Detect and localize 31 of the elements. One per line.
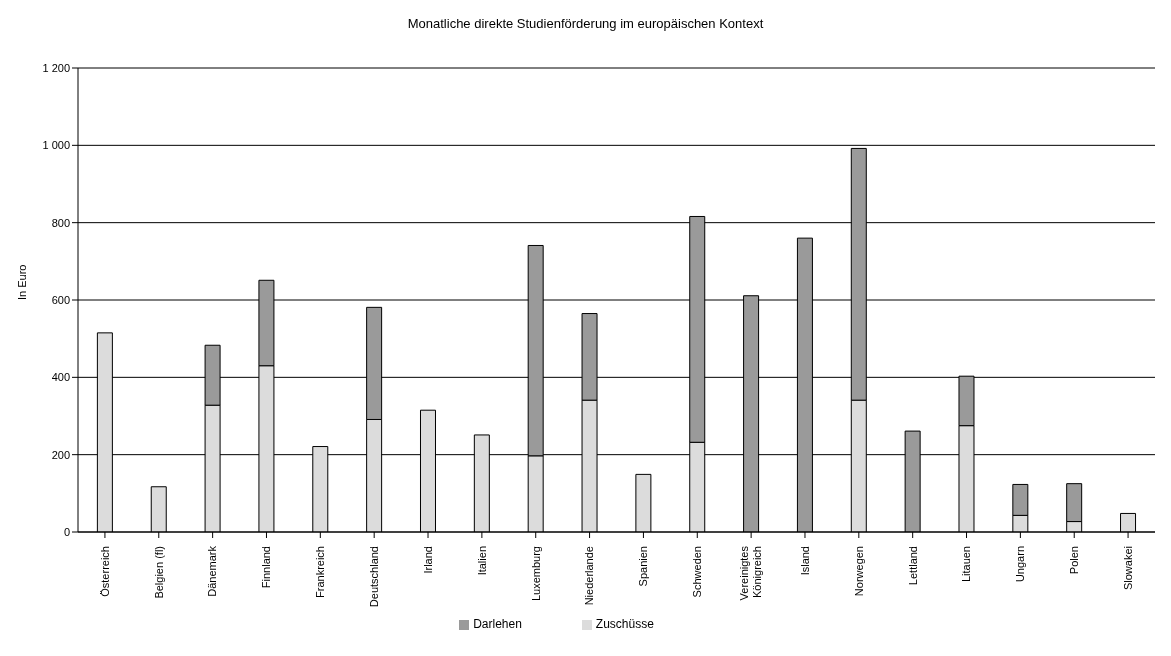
legend-label: Zuschüsse (595, 617, 654, 631)
x-tick-label: Finnland (260, 546, 273, 589)
x-tick-label: Ungarn (1014, 546, 1027, 583)
x-tick-label: Island (798, 546, 811, 576)
legend-label: Darlehen (473, 617, 522, 631)
x-tick-label: Spanien (637, 546, 650, 587)
x-tick-label: Lettland (906, 546, 919, 586)
y-tick-label: 0 (63, 525, 70, 538)
x-tick-label: Belgien (fl) (152, 546, 165, 599)
y-axis-title: In Euro (15, 264, 28, 300)
x-tick-label: Deutschland (368, 546, 381, 608)
x-tick-label: Niederlande (583, 546, 596, 606)
y-tick-label: 400 (51, 371, 70, 384)
y-tick-label: 800 (51, 216, 70, 229)
x-tick-label: Norwegen (852, 546, 865, 597)
x-tick-label: Litauen (960, 546, 973, 583)
y-tick-label: 200 (51, 448, 70, 461)
x-tick-label: Polen (1068, 546, 1081, 575)
x-tick-label: Vereinigtes Königreich (738, 545, 764, 601)
x-tick-label: Schweden (691, 546, 704, 598)
x-tick-label: Österreich (98, 546, 111, 597)
y-tick-label: 1 200 (42, 61, 70, 74)
x-tick-label: Slowakei (1121, 546, 1134, 591)
x-tick-label: Irland (421, 546, 434, 574)
x-tick-label: Frankreich (314, 546, 327, 598)
y-tick-label: 1 000 (42, 139, 70, 152)
chart-title: Monatliche direkte Studienförderung im europäischen Kontext (406, 15, 765, 33)
y-tick-label: 600 (51, 293, 70, 306)
x-tick-label: Italien (475, 546, 488, 576)
x-tick-label: Dänemark (206, 545, 219, 597)
x-tick-label: Luxemburg (529, 546, 542, 602)
